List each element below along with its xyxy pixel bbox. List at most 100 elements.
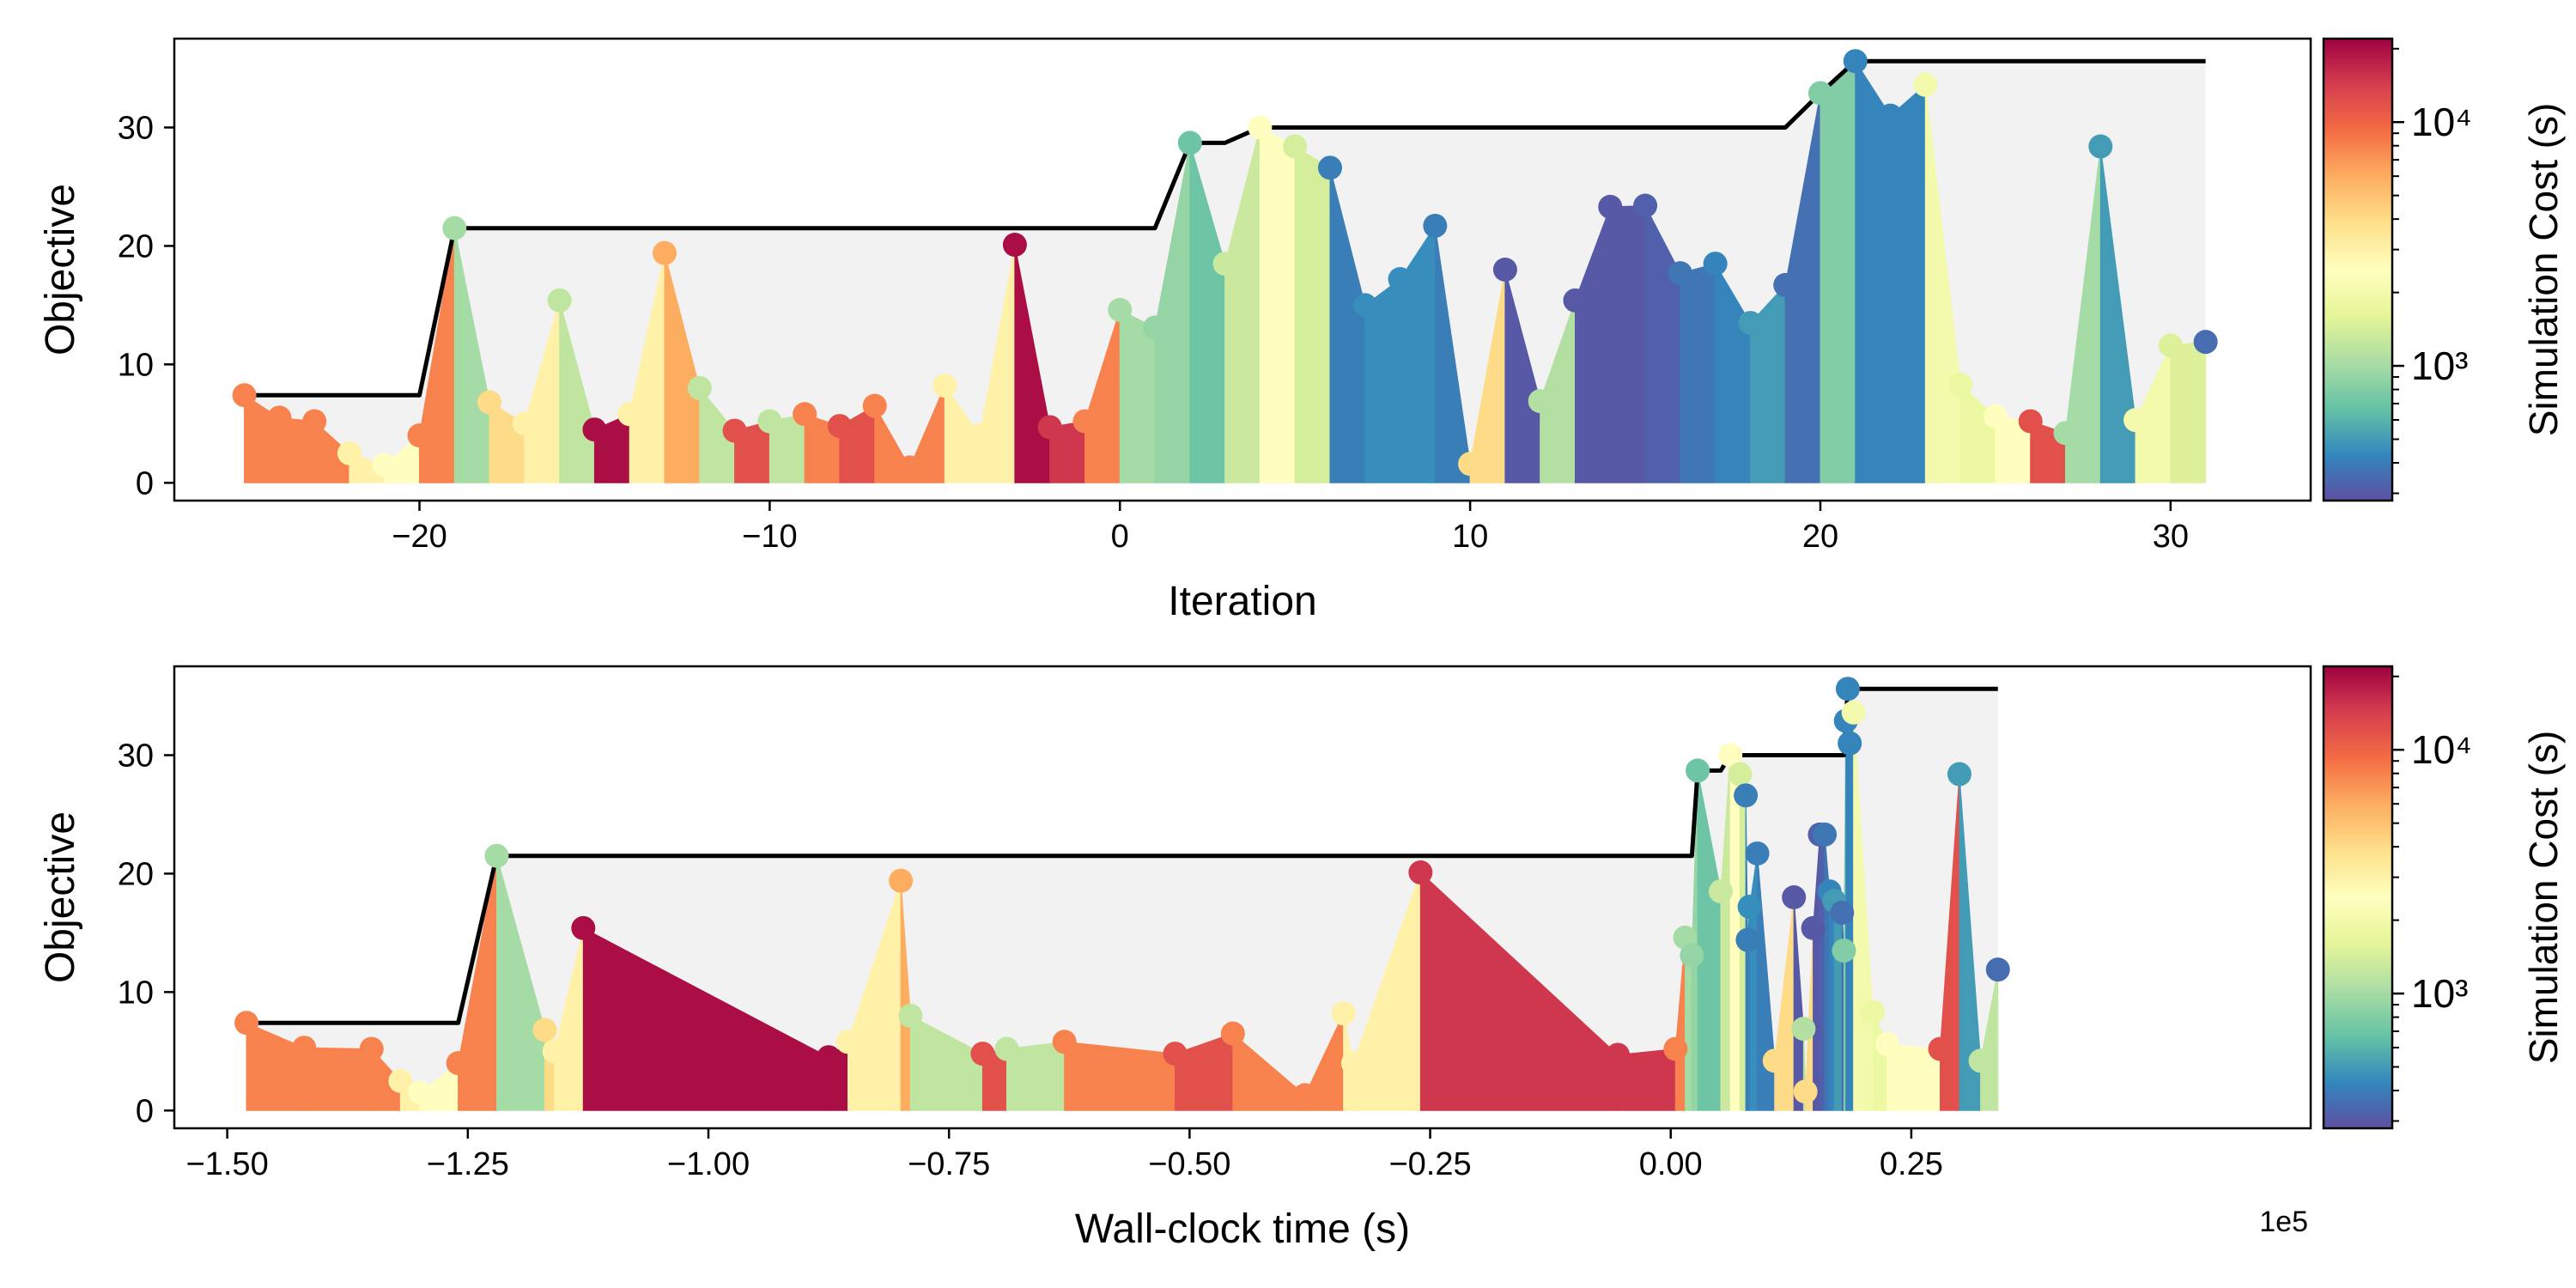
objective-area-layer <box>246 689 1999 1111</box>
objective-points-layer <box>232 49 2218 480</box>
area-segment <box>1820 60 1856 483</box>
x-tick-label: −10 <box>742 519 797 555</box>
best-so-far-line <box>244 58 2206 398</box>
area-segment <box>1680 263 1716 483</box>
data-point <box>1248 115 1273 140</box>
data-point <box>653 240 677 265</box>
data-point <box>897 455 922 480</box>
x-axis-label: Iteration <box>1168 579 1316 624</box>
x-tick-label: −20 <box>392 519 447 555</box>
data-point <box>1317 155 1342 180</box>
x-axis-ticks: −20 −10 0 10 20 30 <box>392 501 2189 555</box>
data-point <box>1738 311 1763 336</box>
x-offset-label: 1e5 <box>2259 1206 2308 1238</box>
colorbar-gradient <box>2322 665 2394 1130</box>
data-point <box>446 1051 471 1076</box>
data-point <box>1283 134 1308 159</box>
x-tick-label: −1.50 <box>186 1146 269 1182</box>
data-point <box>1791 1017 1816 1042</box>
x-tick-label: −0.50 <box>1148 1146 1230 1182</box>
data-point <box>2158 333 2183 358</box>
data-point <box>2193 330 2218 355</box>
data-point <box>2053 421 2078 446</box>
colorbar-tick-label: 10³ <box>2411 971 2468 1016</box>
data-point <box>1734 783 1759 808</box>
data-point <box>889 868 914 893</box>
plot-frame <box>173 37 2312 502</box>
colorbar-tick-label: 10³ <box>2411 343 2468 388</box>
data-point <box>898 1003 923 1028</box>
area-segment <box>1833 899 1843 1111</box>
data-point <box>1773 272 1798 297</box>
data-point <box>1163 1042 1188 1066</box>
data-point <box>477 390 502 415</box>
area-segment <box>303 1047 373 1111</box>
data-point <box>1563 288 1588 313</box>
x-tick-label: 0.25 <box>1880 1146 1943 1182</box>
data-point <box>862 393 887 418</box>
area-segment <box>1294 145 1331 483</box>
data-point <box>1633 193 1658 218</box>
data-point <box>1835 677 1860 702</box>
data-point <box>1745 841 1770 866</box>
data-point <box>1037 415 1062 440</box>
data-point <box>1968 1048 1993 1073</box>
data-point <box>1762 1048 1787 1073</box>
area-segment <box>1819 834 1826 1111</box>
data-point <box>1708 879 1733 904</box>
data-point <box>1108 297 1133 322</box>
data-point <box>793 402 817 427</box>
x-tick-label: 30 <box>2153 519 2189 555</box>
data-point <box>1072 409 1097 434</box>
data-point <box>1686 758 1710 783</box>
x-tick-label: 20 <box>1802 519 1838 555</box>
x-tick-label: 0 <box>1111 519 1129 555</box>
data-point <box>407 423 432 448</box>
plot-frame <box>173 665 2312 1130</box>
data-point <box>827 414 852 439</box>
data-point <box>442 216 467 240</box>
data-point <box>817 1045 841 1070</box>
colorbar-tick-label: 10⁴ <box>2411 100 2472 144</box>
objective-points-layer <box>234 677 2010 1108</box>
data-point <box>1668 261 1692 286</box>
data-point <box>1220 1021 1245 1046</box>
data-point <box>1841 700 1866 725</box>
data-point <box>2088 134 2113 159</box>
data-point <box>1492 258 1517 282</box>
data-point <box>1737 895 1762 920</box>
data-point <box>1985 957 2010 982</box>
data-point <box>722 418 747 443</box>
area-segment <box>1064 1041 1176 1111</box>
data-point <box>292 1036 317 1060</box>
data-point <box>1606 1042 1631 1067</box>
data-point <box>1843 49 1868 74</box>
data-point <box>1718 743 1743 768</box>
data-point <box>1177 131 1202 155</box>
data-point <box>1528 389 1552 414</box>
colorbar: 10³ 10⁴ Simulation Cost (s) <box>2322 37 2566 502</box>
data-point <box>933 374 957 398</box>
data-point <box>1458 452 1483 477</box>
area-segment <box>1829 890 1835 1111</box>
data-point <box>1807 81 1832 106</box>
data-point <box>2123 408 2148 433</box>
data-point <box>1948 372 1973 397</box>
data-point <box>337 440 361 465</box>
x-tick-label: 10 <box>1452 519 1488 555</box>
data-point <box>1292 1083 1317 1108</box>
area-segment <box>1259 126 1296 483</box>
data-point <box>2018 409 2043 434</box>
data-point <box>687 375 712 400</box>
y-tick-label: 20 <box>118 228 154 264</box>
data-point <box>302 409 327 434</box>
area-segment <box>2170 341 2207 483</box>
data-point <box>1331 1001 1356 1026</box>
colorbar: 10³ 10⁴ Simulation Cost (s) <box>2322 665 2566 1130</box>
panel-wallclock: −1.50 −1.25 −1.00 −0.75 −0.50 −0.25 0.00 0.25 0… <box>38 665 2566 1252</box>
data-point <box>1838 731 1862 756</box>
data-point <box>1143 315 1168 340</box>
data-point <box>542 1039 567 1064</box>
data-point <box>1728 762 1753 787</box>
